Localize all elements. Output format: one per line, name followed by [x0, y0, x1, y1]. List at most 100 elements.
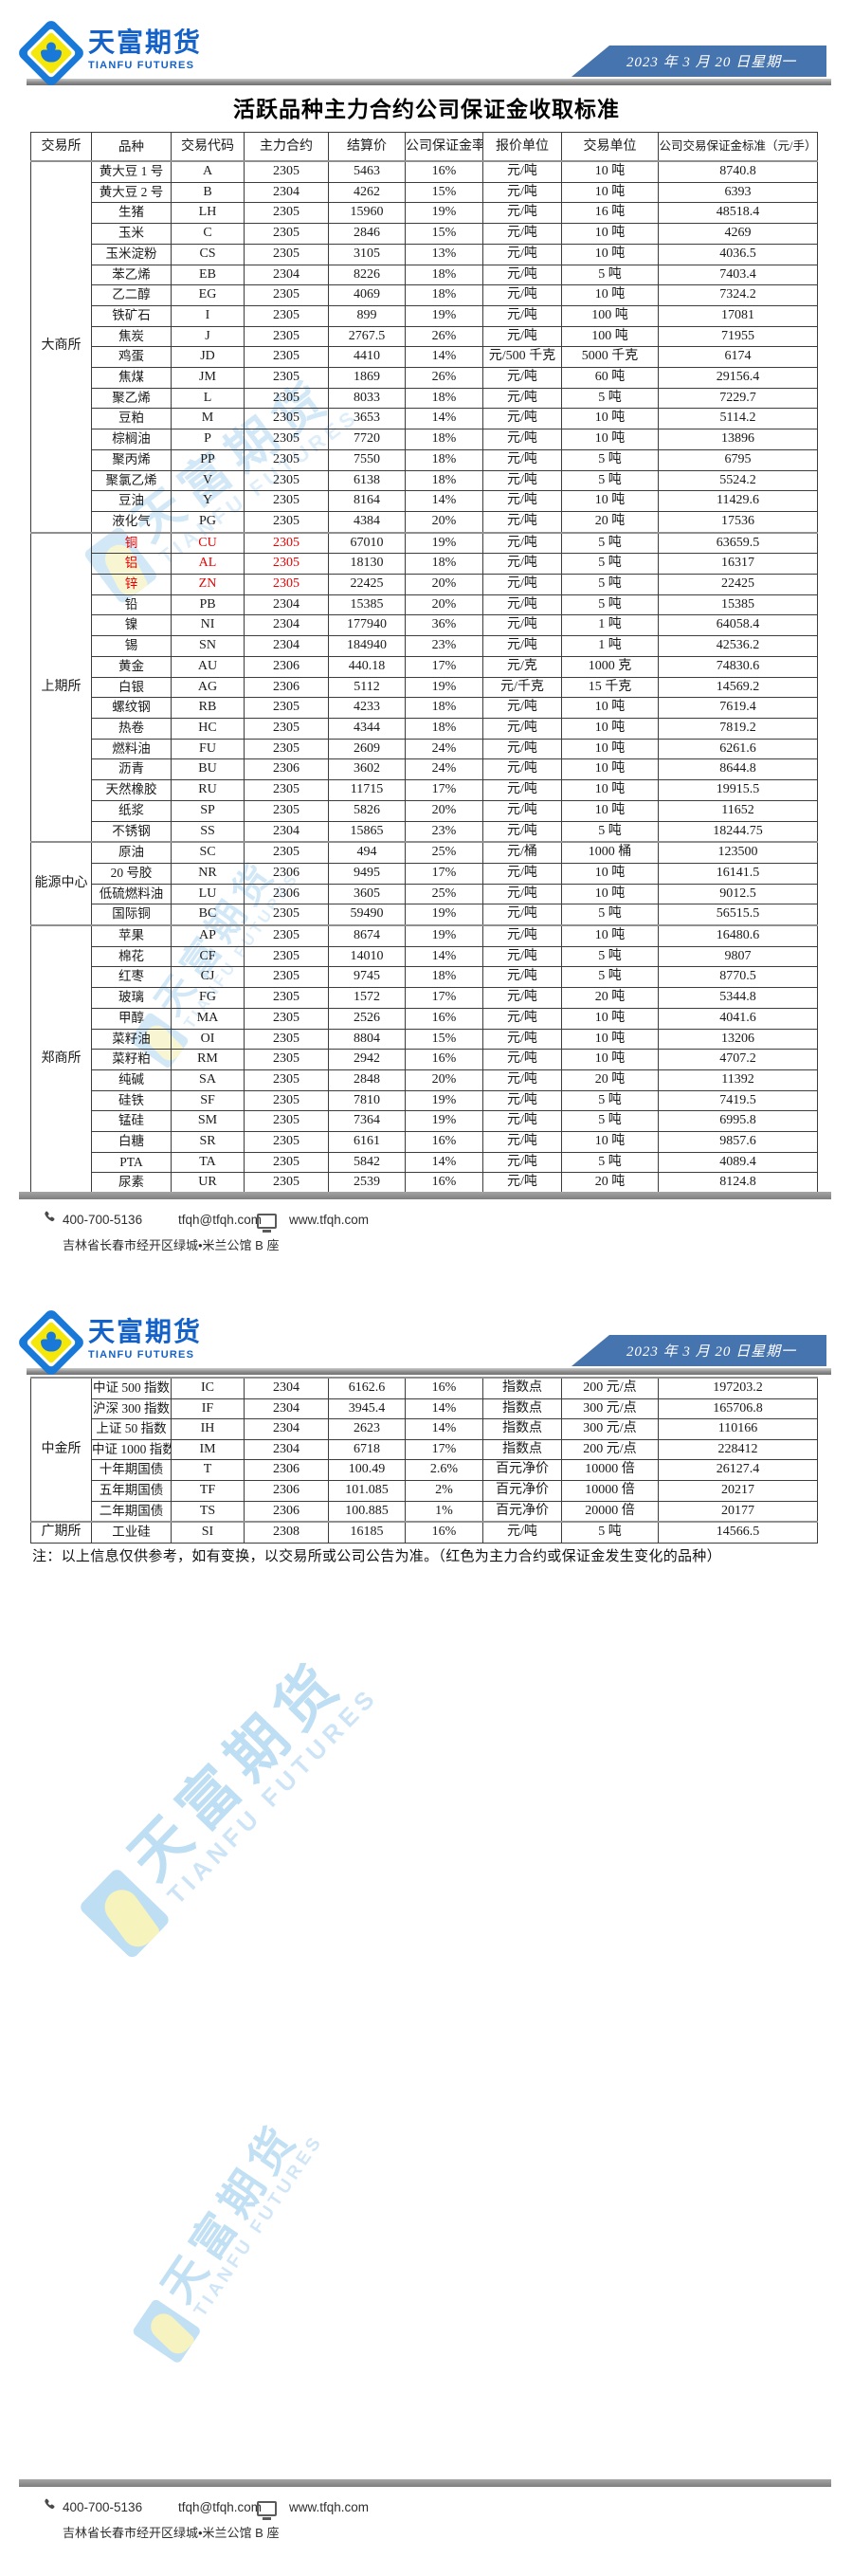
settlement-price-cell: 9745	[328, 966, 406, 989]
settlement-price-cell: 15385	[328, 594, 406, 616]
table-row: 液化气 PG 2305 4384 20% 元/吨 20 吨 17536	[31, 510, 818, 534]
settlement-price-cell: 59490	[328, 904, 406, 926]
quote-unit-cell: 元/吨	[482, 635, 562, 657]
margin-standard-cell: 9807	[658, 945, 818, 968]
quote-unit-cell: 元/吨	[482, 1028, 562, 1050]
variety-cell: 硅铁	[91, 1089, 172, 1112]
quote-unit-cell: 元/吨	[482, 1069, 562, 1091]
trade-unit-cell: 10 吨	[561, 181, 659, 204]
code-cell: LU	[171, 883, 245, 905]
exchange-cell: 上期所	[30, 531, 92, 843]
margin-standard-cell: 5524.2	[658, 469, 818, 492]
main-contract-cell: 2304	[244, 1438, 329, 1461]
code-cell: FG	[171, 987, 245, 1009]
trade-unit-cell: 5 吨	[561, 387, 659, 410]
quote-unit-cell: 元/吨	[482, 862, 562, 885]
table-row: 棉花 CF 2305 14010 14% 元/吨 5 吨 9807	[31, 945, 818, 968]
main-contract-cell: 2305	[244, 387, 329, 410]
variety-cell: 工业硅	[91, 1521, 172, 1544]
margin-rate-cell: 18%	[405, 717, 483, 740]
code-cell: BU	[171, 758, 245, 781]
variety-cell: 焦煤	[91, 367, 172, 389]
margin-rate-cell: 17%	[405, 655, 483, 678]
trade-unit-cell: 5 吨	[561, 966, 659, 989]
main-contract-cell: 2305	[244, 574, 329, 595]
settlement-price-cell: 100.49	[328, 1459, 406, 1481]
variety-cell: 菜籽粕	[91, 1049, 172, 1070]
code-cell: RB	[171, 697, 245, 719]
main-contract-cell: 2305	[244, 469, 329, 492]
main-contract-cell: 2305	[244, 304, 329, 327]
main-contract-cell: 2305	[244, 966, 329, 989]
margin-standard-cell: 14569.2	[658, 676, 818, 699]
margin-rate-cell: 14%	[405, 1418, 483, 1440]
footer-divider-bar	[19, 2479, 831, 2487]
settlement-price-cell: 4262	[328, 181, 406, 204]
margin-rate-cell: 24%	[405, 738, 483, 760]
table-row: 国际铜 BC 2305 59490 19% 元/吨 5 吨 56515.5	[31, 904, 818, 926]
variety-cell: 液化气	[91, 510, 172, 534]
header-margin-standard: 公司交易保证金标准（元/手）	[658, 132, 818, 162]
trade-unit-cell: 10 吨	[561, 758, 659, 781]
margin-table: 交易所 品种 交易代码 主力合约 结算价 公司保证金率 报价单位 交易单位 公司交易保证金标准（…	[30, 132, 818, 1195]
code-cell: P	[171, 429, 245, 450]
main-contract-cell: 2304	[244, 594, 329, 616]
quote-unit-cell: 元/吨	[482, 594, 562, 616]
code-cell: IF	[171, 1398, 245, 1420]
quote-unit-cell: 元/吨	[482, 264, 562, 286]
table-row: 20 号胶 NR 2306 9495 17% 元/吨 10 吨 16141.5	[31, 862, 818, 885]
quote-unit-cell: 元/吨	[482, 490, 562, 512]
margin-rate-cell: 16%	[405, 1007, 483, 1030]
margin-standard-cell: 5344.8	[658, 987, 818, 1009]
trade-unit-cell: 5 吨	[561, 1521, 659, 1544]
variety-cell: 聚氯乙烯	[91, 469, 172, 492]
code-cell: L	[171, 387, 245, 410]
date-banner: 2023 年 3 月 20 日星期一	[572, 1335, 826, 1366]
code-cell: SS	[171, 820, 245, 843]
table-row: 中证 1000 指数 IM 2304 6718 17% 指数点 200 元/点 228412	[31, 1438, 818, 1461]
header-main-contract: 主力合约	[244, 132, 329, 162]
exchange-cell: 大商所	[30, 160, 92, 534]
margin-rate-cell: 16%	[405, 1172, 483, 1195]
trade-unit-cell: 100 吨	[561, 325, 659, 348]
quote-unit-cell: 元/吨	[482, 799, 562, 822]
margin-rate-cell: 19%	[405, 202, 483, 225]
quote-unit-cell: 元/吨	[482, 387, 562, 410]
margin-standard-cell: 17536	[658, 510, 818, 534]
tianfu-logo-icon	[16, 18, 86, 88]
main-contract-cell: 2305	[244, 346, 329, 369]
variety-cell: 生猪	[91, 202, 172, 225]
quote-unit-cell: 元/吨	[482, 697, 562, 719]
table-row: 纸浆 SP 2305 5826 20% 元/吨 10 吨 11652	[31, 799, 818, 822]
trade-unit-cell: 10 吨	[561, 799, 659, 822]
margin-table-page-1: 交易所 品种 交易代码 主力合约 结算价 公司保证金率 报价单位 交易单位 公司交易保证金标准（…	[30, 132, 818, 1195]
margin-standard-cell: 7403.4	[658, 264, 818, 286]
trade-unit-cell: 10 吨	[561, 717, 659, 740]
margin-standard-cell: 64058.4	[658, 614, 818, 637]
quote-unit-cell: 元/吨	[482, 987, 562, 1009]
margin-standard-cell: 15385	[658, 594, 818, 616]
table-row: 聚乙烯 L 2305 8033 18% 元/吨 5 吨 7229.7	[31, 387, 818, 410]
header-settlement-price: 结算价	[328, 132, 406, 162]
margin-rate-cell: 20%	[405, 799, 483, 822]
table-row: 郑商所 苹果 AP 2305 8674 19% 元/吨 10 吨 16480.6	[30, 924, 818, 1195]
footer-website: www.tfqh.com	[289, 1213, 370, 1227]
table-row: 乙二醇 EG 2305 4069 18% 元/吨 10 吨 7324.2	[31, 284, 818, 306]
margin-standard-cell: 11429.6	[658, 490, 818, 512]
main-contract-cell: 2305	[244, 738, 329, 760]
variety-cell: 聚丙烯	[91, 448, 172, 471]
settlement-price-cell: 2942	[328, 1049, 406, 1070]
trade-unit-cell: 10 吨	[561, 883, 659, 905]
margin-rate-cell: 16%	[405, 1376, 483, 1399]
margin-standard-cell: 29156.4	[658, 367, 818, 389]
main-contract-cell: 2305	[244, 1049, 329, 1070]
quote-unit-cell: 元/吨	[482, 1110, 562, 1133]
quote-unit-cell: 指数点	[482, 1438, 562, 1461]
trade-unit-cell: 20 吨	[561, 510, 659, 534]
main-contract-cell: 2304	[244, 264, 329, 286]
margin-standard-cell: 9012.5	[658, 883, 818, 905]
table-row: 热卷 HC 2305 4344 18% 元/吨 10 吨 7819.2	[31, 717, 818, 740]
table-row: 纯碱 SA 2305 2848 20% 元/吨 20 吨 11392	[31, 1069, 818, 1091]
table-row: 二年期国债 TS 2306 100.885 1% 百元净价 20000 倍 20177	[31, 1500, 818, 1523]
code-cell: AL	[171, 553, 245, 575]
